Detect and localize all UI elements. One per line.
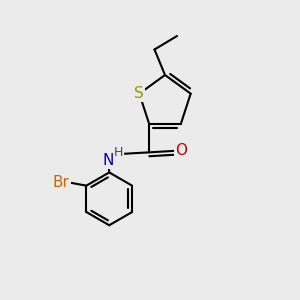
Text: O: O [175, 143, 187, 158]
Text: Br: Br [52, 175, 69, 190]
Text: H: H [113, 146, 123, 159]
Text: S: S [134, 86, 144, 101]
Text: N: N [103, 153, 114, 168]
